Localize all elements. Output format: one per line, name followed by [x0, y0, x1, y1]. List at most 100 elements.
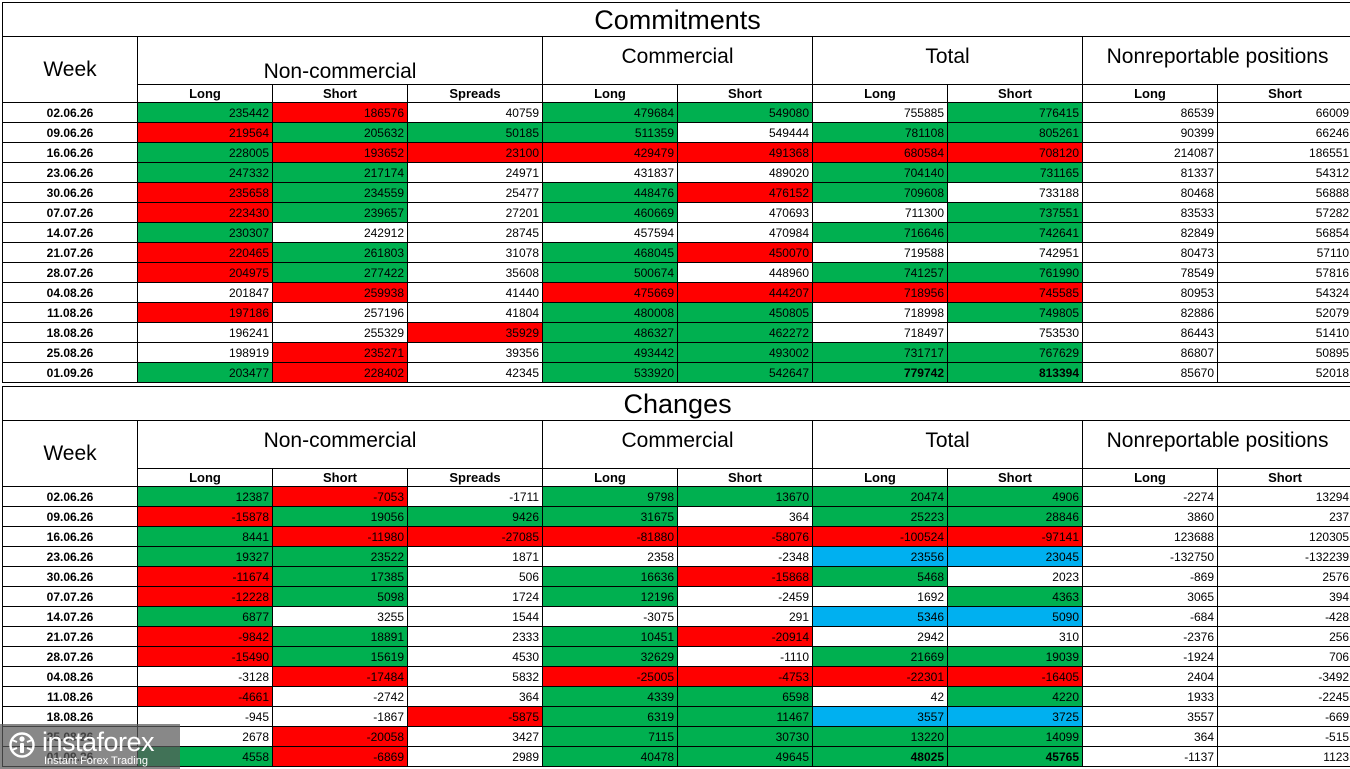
table-row: 28.07.26 204975 277422 35608 500674 448960 741… [2, 262, 1350, 283]
value-cell: 500674 [542, 262, 678, 283]
subheader-long: Long [812, 84, 948, 103]
value-cell: 15619 [272, 646, 408, 667]
commitments-rows: 02.06.26 235442 186576 40759 479684 549080 755… [2, 102, 1350, 383]
value-cell: -12228 [137, 586, 273, 607]
subheader-long: Long [542, 84, 678, 103]
week-cell: 16.06.26 [2, 142, 138, 163]
value-cell: 23556 [812, 546, 948, 567]
value-cell: 80953 [1082, 282, 1218, 303]
value-cell: 2576 [1216, 566, 1350, 587]
subheader-short: Short [1216, 468, 1350, 487]
value-cell: 41804 [407, 302, 543, 323]
value-cell: 230307 [137, 222, 273, 243]
value-cell: 476152 [677, 182, 813, 203]
value-cell: 223430 [137, 202, 273, 223]
value-cell: 706 [1216, 646, 1350, 667]
week-cell: 25.08.26 [2, 342, 138, 363]
value-cell: 542647 [677, 362, 813, 383]
week-cell: 23.06.26 [2, 162, 138, 183]
value-cell: 3557 [812, 706, 948, 727]
value-cell: 468045 [542, 242, 678, 263]
value-cell: 5090 [947, 606, 1083, 627]
value-cell: 186576 [272, 102, 408, 123]
value-cell: 731165 [947, 162, 1083, 183]
changes-title: Changes [1, 386, 1350, 421]
value-cell: 711300 [812, 202, 948, 223]
value-cell: 462272 [677, 322, 813, 343]
value-cell: 196241 [137, 322, 273, 343]
value-cell: -2274 [1082, 486, 1218, 507]
value-cell: 737551 [947, 202, 1083, 223]
table-row: 25.08.262678-200583427711530730132201409… [2, 726, 1350, 747]
value-cell: 779742 [812, 362, 948, 383]
value-cell: -4753 [677, 666, 813, 687]
value-cell: 742641 [947, 222, 1083, 243]
value-cell: 49645 [677, 746, 813, 767]
value-cell: 259938 [272, 282, 408, 303]
value-cell: 718497 [812, 322, 948, 343]
week-cell: 30.06.26 [2, 566, 138, 587]
value-cell: 5832 [407, 666, 543, 687]
value-cell: 120305 [1216, 526, 1350, 547]
value-cell: 20474 [812, 486, 948, 507]
week-cell: 07.07.26 [2, 202, 138, 223]
value-cell: -9842 [137, 626, 273, 647]
value-cell: -97141 [947, 526, 1083, 547]
value-cell: 457594 [542, 222, 678, 243]
value-cell: 90399 [1082, 122, 1218, 143]
value-cell: 203477 [137, 362, 273, 383]
value-cell: 9798 [542, 486, 678, 507]
value-cell: 235442 [137, 102, 273, 123]
value-cell: 394 [1216, 586, 1350, 607]
commitments-table: Commitments Week Non-commercial Commerci… [1, 2, 1350, 383]
table-row: 11.08.26 197186 257196 41804 480008 450805 718… [2, 302, 1350, 323]
value-cell: 755885 [812, 102, 948, 123]
value-cell: 42345 [407, 362, 543, 383]
value-cell: 4530 [407, 646, 543, 667]
value-cell: -2245 [1216, 686, 1350, 707]
value-cell: 228402 [272, 362, 408, 383]
value-cell: 186551 [1216, 142, 1350, 163]
value-cell: 40478 [542, 746, 678, 767]
value-cell: 2404 [1082, 666, 1218, 687]
value-cell: -7053 [272, 486, 408, 507]
subheader-short: Short [272, 468, 408, 487]
value-cell: 41440 [407, 282, 543, 303]
value-cell: 239657 [272, 202, 408, 223]
value-cell: -3075 [542, 606, 678, 627]
week-cell: 14.07.26 [2, 606, 138, 627]
value-cell: 310 [947, 626, 1083, 647]
value-cell: 57282 [1216, 202, 1350, 223]
week-cell: 01.09.26 [2, 362, 138, 383]
value-cell: 291 [677, 606, 813, 627]
value-cell: -6869 [272, 746, 408, 767]
value-cell: 45765 [947, 746, 1083, 767]
value-cell: -4661 [137, 686, 273, 707]
value-cell: 32629 [542, 646, 678, 667]
table-row: 23.06.26 247332 217174 24971 431837 489020 704… [2, 162, 1350, 183]
value-cell: 56888 [1216, 182, 1350, 203]
value-cell: 448476 [542, 182, 678, 203]
subheader-short: Short [272, 84, 408, 103]
value-cell: 1871 [407, 546, 543, 567]
value-cell: 479684 [542, 102, 678, 123]
table-row: 14.07.26 230307 242912 28745 457594 470984 716… [2, 222, 1350, 243]
table-row: 18.08.26 -945 -1867 -5875 6319 11467 3557 3725 3… [2, 706, 1350, 727]
subheader-short: Short [677, 84, 813, 103]
week-cell: 18.08.26 [2, 322, 138, 343]
week-header: Week [2, 420, 138, 487]
table-row: 11.08.26 -4661 -2742 364 4339 6598 42 4220 1933-… [2, 686, 1350, 707]
value-cell: -20914 [677, 626, 813, 647]
subheader-short: Short [1216, 84, 1350, 103]
value-cell: -100524 [812, 526, 948, 547]
group-nonreportable: Nonreportable positions [1081, 420, 1350, 469]
value-cell: 25223 [812, 506, 948, 527]
value-cell: 761990 [947, 262, 1083, 283]
value-cell: -16405 [947, 666, 1083, 687]
table-row: 18.08.26 196241 255329 35929 486327 462272 718… [2, 322, 1350, 343]
group-commercial: Commercial [542, 420, 813, 469]
value-cell: 52079 [1216, 302, 1350, 323]
value-cell: 12387 [137, 486, 273, 507]
value-cell: -3492 [1216, 666, 1350, 687]
table-row: 02.06.26 235442 186576 40759 479684 549080 755… [2, 102, 1350, 123]
